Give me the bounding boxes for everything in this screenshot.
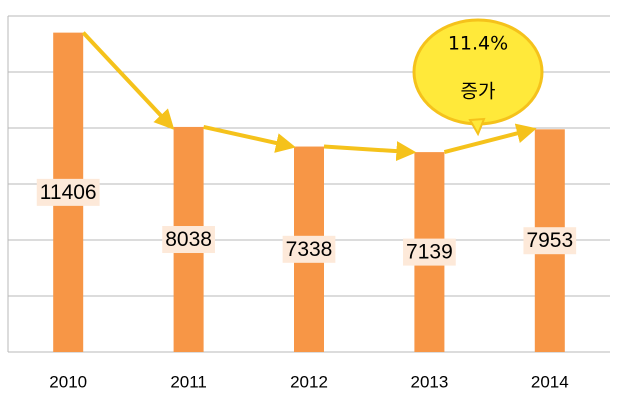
x-tick-label: 2010 [49,372,87,391]
value-label: 7953 [526,229,573,252]
annotation-text: 증가 [461,81,496,103]
x-tick-label: 2011 [170,372,207,391]
value-label: 11406 [40,181,97,204]
value-label: 8038 [165,228,212,251]
x-tick-label: 2013 [410,372,448,391]
value-label-bg [403,238,456,266]
value-label: 7139 [406,241,453,264]
trend-arrow [443,123,537,155]
x-tick-label: 2012 [290,372,328,391]
value-label-group: 7953 [523,227,577,255]
value-label: 7338 [286,238,333,261]
value-label-group: 7338 [282,235,336,263]
annotation-text: 11.4% [448,33,508,55]
value-label-bg [162,226,215,254]
value-label-bg [282,235,336,263]
value-label-bg [36,178,100,206]
value-label-group: 8038 [162,226,215,254]
annotation-tail [468,117,486,137]
trend-arrow [81,31,175,130]
x-tick-label: 2014 [531,372,569,391]
value-label-group: 7139 [403,238,456,266]
trend-arrow [203,124,296,153]
trend-arrow [323,141,417,162]
value-label-bg [523,227,577,255]
value-label-group: 11406 [36,178,100,206]
